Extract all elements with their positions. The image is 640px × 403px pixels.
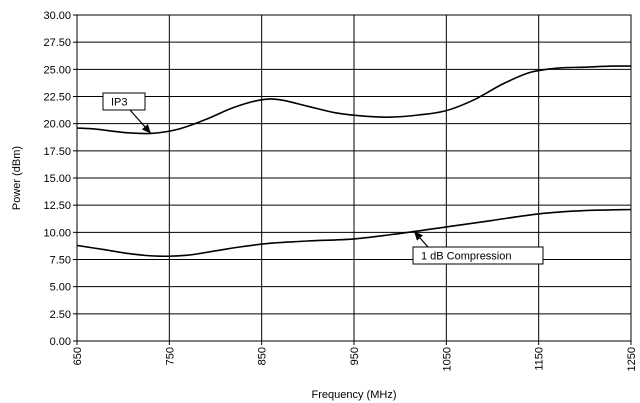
callout-label: 1 dB Compression: [421, 251, 512, 263]
x-tick-label: 1250: [626, 347, 638, 371]
callout-box: [412, 246, 544, 265]
series-line-ip3: [76, 65, 632, 135]
annotations: IP3 1 dB Compression: [102, 92, 544, 265]
y-tick-label: 12.50: [43, 200, 71, 212]
x-axis: 650 750 850 950 1050 1150 1250: [72, 341, 638, 371]
y-tick-label: 25.00: [43, 64, 71, 76]
callout-arrowhead: [141, 124, 151, 134]
y-tick-label: 10.00: [43, 227, 71, 239]
y-tick-label: 20.00: [43, 119, 71, 131]
x-tick-label: 1050: [441, 347, 453, 371]
y-tick-label: 22.50: [43, 92, 71, 104]
y-tick-label: 27.50: [43, 37, 71, 49]
callout-compression: 1 dB Compression: [412, 230, 544, 265]
x-tick-label: 750: [164, 347, 176, 365]
y-tick-label: 17.50: [43, 146, 71, 158]
y-tick-label: 15.00: [43, 173, 71, 185]
callout-label: IP3: [111, 97, 128, 109]
x-tick-label: 650: [72, 347, 84, 365]
y-tick-label: 2.50: [50, 309, 71, 321]
y-axis-title: Power (dBm): [11, 146, 23, 210]
y-tick-label: 5.00: [50, 282, 71, 294]
x-axis-title: Frequency (MHz): [312, 389, 397, 401]
callout-box: [102, 92, 146, 111]
grid-lines: [76, 14, 632, 342]
y-tick-label: 30.00: [43, 10, 71, 22]
callout-arrowhead: [414, 231, 423, 241]
y-tick-label: 7.50: [50, 255, 71, 267]
series-line-compression: [76, 208, 632, 258]
y-axis: 0.00 2.50 5.00 7.50 10.00 12.50 15.00 17.50 20.0…: [43, 10, 77, 348]
x-tick-label: 950: [349, 347, 361, 365]
series-group: [76, 65, 632, 258]
x-tick-label: 850: [257, 347, 269, 365]
x-tick-label: 1150: [534, 347, 546, 371]
y-tick-label: 0.00: [50, 336, 71, 348]
callout-ip3: IP3: [102, 92, 152, 134]
